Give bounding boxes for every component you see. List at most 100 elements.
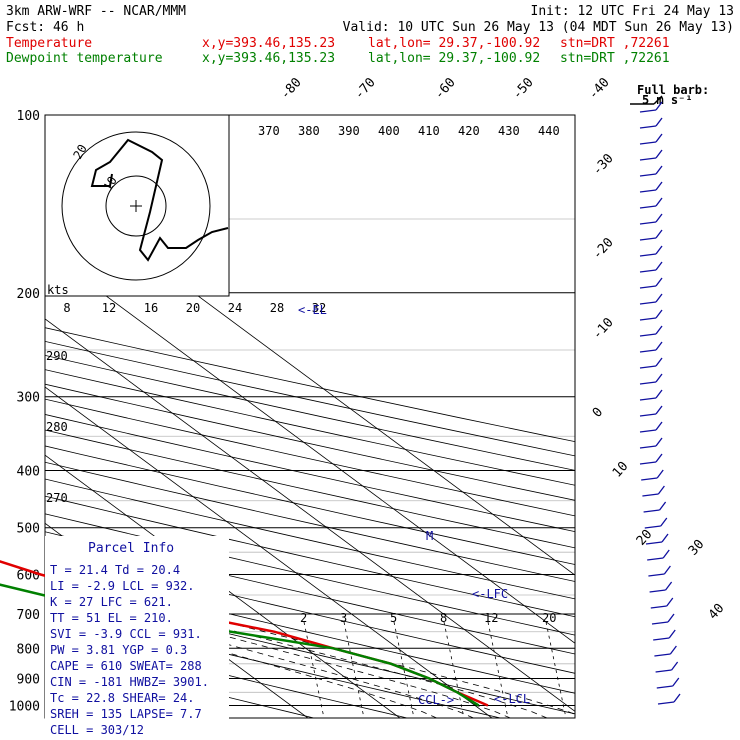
speed-label-24: 24 [228, 301, 242, 315]
wind-barb-34 [654, 653, 671, 657]
theta-label-370: 370 [258, 124, 280, 138]
mixing-ratio-line-2 [303, 621, 325, 718]
wind-barb-4 [639, 173, 657, 177]
wind-barb-flag-2 [655, 133, 663, 143]
isotherm-label-40: 40 [706, 601, 728, 623]
theta-label-410: 410 [418, 124, 440, 138]
speed-label-8: 8 [63, 301, 70, 315]
isotherm-label--10: -10 [590, 315, 617, 342]
isotherm-40 [45, 250, 575, 644]
wind-barb-flag-5 [655, 181, 663, 191]
wind-barb-5 [639, 189, 657, 193]
parcel-info-title: Parcel Info [88, 541, 174, 556]
wind-barb-7 [639, 221, 657, 225]
wind-barb-flag-24 [657, 485, 665, 495]
wind-barb-37 [657, 701, 675, 705]
mixing-ratio-line-12 [487, 621, 509, 718]
wind-barb-32 [651, 621, 669, 625]
isotherm-label--30: -30 [590, 151, 617, 178]
wind-barb-flag-0 [655, 101, 663, 111]
theta-label-420: 420 [458, 124, 480, 138]
wind-barb-29 [648, 573, 665, 577]
temperature-station: stn=DRT ,72261 [560, 36, 670, 51]
isotherm-label--80: -80 [278, 75, 305, 102]
wind-barb-flag-15 [655, 341, 663, 351]
wind-barb-flag-1 [655, 117, 663, 127]
parcel-row-1: LI = -2.9 LCL = 932. [50, 579, 195, 593]
wind-barb-26 [644, 525, 661, 529]
wind-barb-14 [639, 333, 657, 337]
wind-barb-11 [639, 285, 657, 289]
dry-adiabat-380 [45, 445, 575, 565]
plot-frame [44, 114, 576, 719]
isobar-label-400: 400 [17, 465, 40, 480]
parcel-info-box: Parcel Info T = 21.4 Td = 20.4 LI = -2.9 … [45, 536, 229, 737]
hodograph-ring-inner [105, 175, 167, 237]
wind-barb-17 [639, 381, 657, 385]
init-time: Init: 12 UTC Fri 24 May 13 [531, 4, 735, 19]
hodograph-trace [90, 138, 229, 262]
dewpoint-station: stn=DRT ,72261 [560, 51, 670, 66]
theta-label-400: 400 [378, 124, 400, 138]
wind-barb-1 [639, 125, 657, 129]
speed-label-32: 32 [312, 301, 326, 315]
ccl-marker: CCL-> [418, 693, 454, 707]
dry-adiabat-450 [45, 340, 575, 457]
wind-barb-flag-31 [666, 597, 674, 607]
wind-barbs [639, 101, 681, 705]
wind-barb-19 [639, 413, 657, 417]
wind-barb-flag-30 [665, 581, 673, 591]
wind-barb-flag-8 [655, 229, 663, 239]
temperature-legend: Temperature [6, 36, 92, 51]
wind-barb-flag-35 [671, 661, 679, 671]
lfc-marker: <-LFC [472, 587, 508, 601]
mixing-ratio-line-8 [443, 621, 465, 718]
dry-adiabat-310 [45, 569, 575, 694]
mixing-ratio-label-12: 12 [484, 611, 498, 625]
theta-label-440: 440 [538, 124, 560, 138]
wind-barb-6 [639, 205, 657, 209]
wind-barb-24 [642, 493, 659, 497]
parcel-info-background [45, 536, 229, 730]
wind-barb-15 [639, 349, 657, 353]
mixing-ratio-label-2: 2 [300, 611, 307, 625]
isotherm--30 [0, 115, 32, 718]
wind-barb-flag-28 [662, 549, 670, 559]
theta-label-380: 380 [298, 124, 320, 138]
parcel-row-6: CAPE = 610 SWEAT= 288 [50, 659, 202, 673]
parcel-row-2: K = 27 LFC = 621. [50, 595, 173, 609]
forecast-hour: Fcst: 46 h [6, 20, 84, 35]
dry-adiabat-340 [45, 513, 575, 636]
wind-barb-flag-23 [656, 469, 664, 479]
wind-barb-flag-20 [655, 421, 663, 431]
wind-barb-27 [645, 541, 663, 545]
wind-barb-flag-4 [655, 165, 663, 175]
wind-barb-25 [643, 509, 660, 513]
moist-adiabat-22 [45, 587, 511, 718]
wind-barb-31 [650, 605, 667, 609]
wind-barb-flag-12 [655, 293, 663, 303]
wind-barb-35 [655, 669, 672, 673]
wind-key-barb-flag [653, 95, 663, 105]
theta-label-430: 430 [498, 124, 520, 138]
wind-barb-2 [639, 141, 657, 145]
el-marker: <-EL [298, 303, 327, 317]
model-title: 3km ARW-WRF -- NCAR/MMM [6, 4, 186, 19]
speed-label-20: 20 [186, 301, 200, 315]
wind-barb-8 [639, 237, 657, 241]
wind-barb-flag-11 [655, 277, 663, 287]
parcel-row-9: SREH = 135 LAPSE= 7.7 [50, 707, 202, 721]
hodograph-ring-outer [61, 131, 211, 281]
isotherm-label-0: 0 [590, 405, 606, 421]
wind-barb-0 [639, 109, 657, 113]
mixing-ratio-line-3 [343, 621, 365, 718]
valid-time: Valid: 10 UTC Sun 26 May 13 (04 MDT Sun … [343, 20, 734, 35]
wind-barb-12 [639, 301, 657, 305]
mixing-ratio-label-8: 8 [440, 611, 447, 625]
parcel-row-4: SVI = -3.9 CCL = 931. [50, 627, 202, 641]
wind-barb-flag-16 [655, 357, 663, 367]
isobar-label-500: 500 [17, 522, 40, 537]
isobar-label-100: 100 [17, 109, 40, 124]
wind-barb-flag-17 [655, 373, 663, 383]
theta-low-label-280: 280 [46, 420, 68, 434]
